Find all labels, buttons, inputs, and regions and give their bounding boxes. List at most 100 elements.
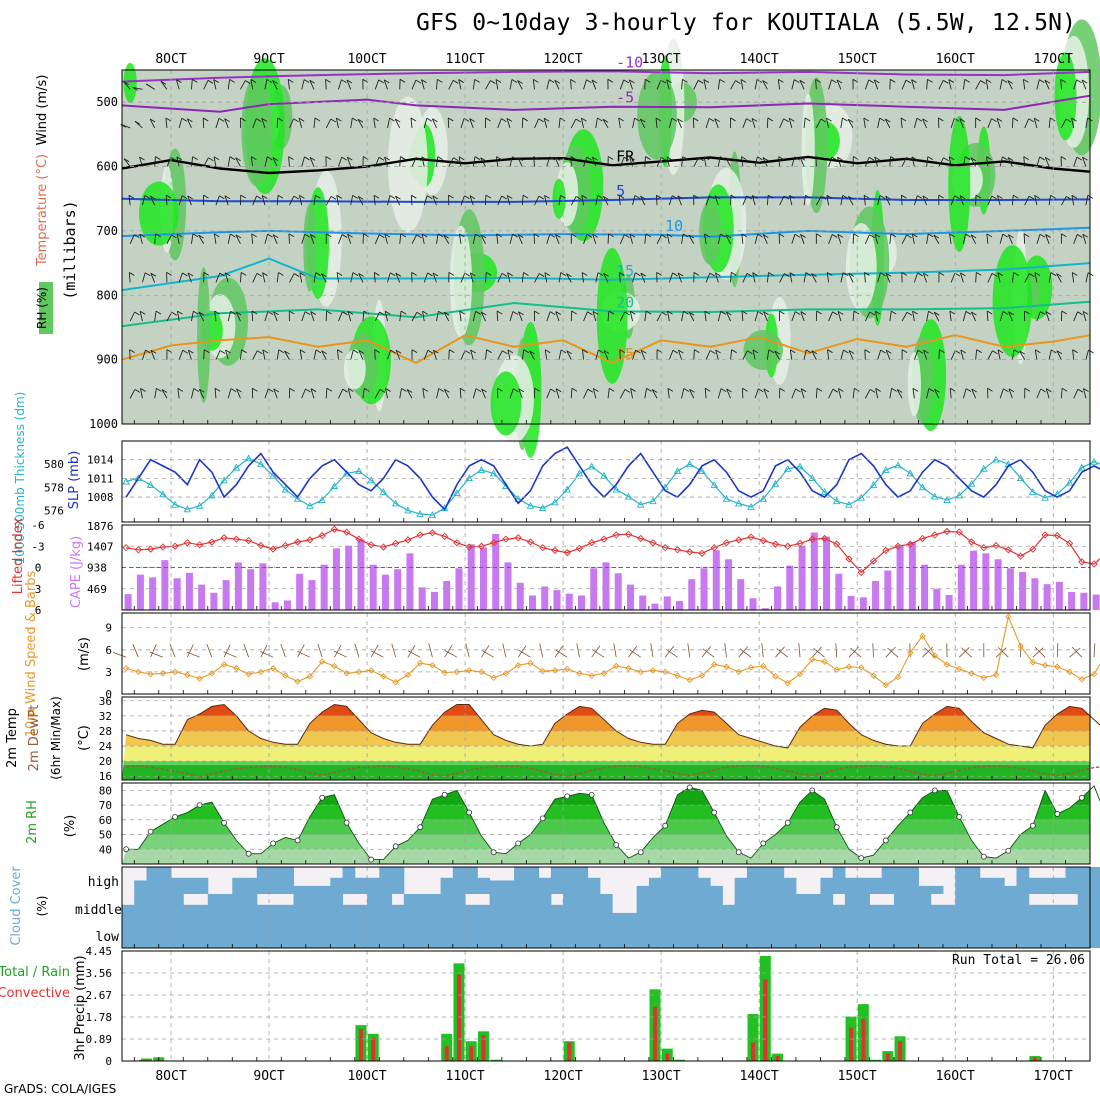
- wind-barb-flag: [544, 195, 550, 199]
- precip-total-bar: [747, 1014, 759, 1061]
- wind-barb-flag: [933, 234, 940, 239]
- thickness-point: [747, 503, 755, 510]
- wind-barb-flag: [965, 310, 972, 315]
- wind-barb-flag: [496, 156, 502, 161]
- wind-speed-point: [159, 670, 167, 677]
- cloud-cell: [538, 894, 552, 921]
- x-tick-top: 12OCT: [544, 52, 583, 67]
- cloud-cell: [685, 894, 699, 921]
- wind-barb-flag: [757, 233, 763, 238]
- wind-barb-flag: [667, 310, 673, 315]
- wind-barb-flag: [582, 349, 588, 354]
- cloud-cell: [428, 894, 442, 921]
- cape-bar: [332, 548, 340, 610]
- wind-barb: [960, 349, 964, 360]
- y-tick: 800: [96, 288, 118, 302]
- wind-barb: [399, 388, 402, 399]
- wind-barb-flag: [214, 310, 220, 315]
- temperature-band: [122, 704, 1090, 716]
- wind-barb-flag: [991, 118, 997, 122]
- cloud-cell: [967, 921, 981, 948]
- wind-barb-flag: [341, 156, 347, 161]
- wind-speed-point: [527, 659, 534, 667]
- rh-patch: [303, 203, 317, 292]
- wind-barb: [273, 311, 278, 322]
- x-tick-top: 14OCT: [740, 52, 779, 67]
- cloud-cell: [1065, 921, 1079, 948]
- wind-barb-flag: [831, 156, 838, 161]
- wind-barb: [203, 349, 205, 360]
- wind-barb: [911, 79, 915, 90]
- wind-barb-flag: [987, 387, 993, 392]
- cloud-cell: [563, 921, 576, 948]
- wind-barb-flag: [1003, 388, 1009, 393]
- wind-barb: [301, 156, 305, 167]
- wind-barb-flag: [1034, 272, 1041, 276]
- wind-barb-flag: [799, 156, 806, 161]
- cloud-cell: [844, 921, 858, 948]
- wind-barb-flag: [384, 156, 390, 161]
- wind-barb-flag: [751, 118, 758, 122]
- wind-barb-flag: [571, 233, 577, 238]
- wind-barb-flag: [1061, 233, 1067, 238]
- wind-barb-flag: [426, 195, 433, 199]
- wind-barb: [828, 311, 833, 322]
- wind-barb-flag: [890, 156, 896, 160]
- wind-barb: [421, 156, 425, 167]
- wind-barb: [705, 350, 711, 360]
- wind-barb-flag: [593, 388, 599, 392]
- cloud-cell: [452, 921, 466, 948]
- wind-barb-flag: [363, 233, 369, 238]
- wind-barb-flag: [645, 310, 652, 315]
- thickness-point: [1090, 457, 1098, 465]
- wind-barb-flag: [144, 272, 151, 277]
- wind-barb-flag: [502, 350, 508, 355]
- cape-bar: [602, 562, 610, 610]
- wind-barb: [264, 234, 268, 244]
- wind-speed-point: [282, 672, 289, 679]
- thickness-point: [906, 469, 915, 477]
- wind-barb: [730, 349, 733, 360]
- wind-barb: [309, 157, 315, 167]
- isotherm-label: 5: [616, 182, 625, 200]
- wind-barb: [161, 389, 168, 399]
- wind-barb: [985, 79, 989, 90]
- wind-barb: [261, 118, 266, 129]
- wind-barb: [766, 349, 770, 360]
- wind-barb: [900, 117, 903, 128]
- wind-barb: [391, 643, 397, 658]
- lifted-index-point: [514, 534, 522, 542]
- wind-barb-flag: [203, 194, 209, 199]
- wind-barb: [481, 645, 490, 658]
- wind-barb: [1044, 157, 1050, 167]
- wind-barb-flag: [879, 117, 885, 122]
- wind-barb-flag: [507, 272, 513, 277]
- wind-barb: [497, 118, 502, 129]
- wind-barb: [815, 196, 822, 206]
- wind-barb-flag: [949, 310, 956, 315]
- wind-barb: [799, 80, 805, 90]
- wind-barb-flag: [1039, 79, 1045, 83]
- cape-bar: [786, 565, 794, 610]
- lifted-index-point: [575, 544, 584, 553]
- wind-barb: [762, 157, 768, 167]
- wind-unit-label: (m/s): [77, 637, 92, 671]
- wind-barb: [336, 349, 339, 360]
- wind-barb: [554, 80, 560, 90]
- cloud-cell: [697, 894, 711, 921]
- wind-barb-flag: [309, 79, 315, 84]
- wind-barb: [139, 234, 143, 244]
- wind-barb-flag: [507, 195, 513, 199]
- wind-barb: [922, 118, 928, 129]
- rh-unit-label: (%): [63, 815, 78, 838]
- wind-barb: [950, 118, 955, 129]
- cloud-cell: [1028, 877, 1042, 894]
- cloud-cell: [673, 921, 687, 948]
- wind-speed-point: [1041, 662, 1049, 669]
- wind-barb-flag: [474, 156, 481, 161]
- rh-point: [1078, 794, 1085, 801]
- x-tick-top: 10OCT: [347, 52, 386, 67]
- wind-barb-flag: [709, 195, 715, 200]
- wind-speed-point: [686, 676, 693, 684]
- wind-barb-flag: [949, 233, 955, 238]
